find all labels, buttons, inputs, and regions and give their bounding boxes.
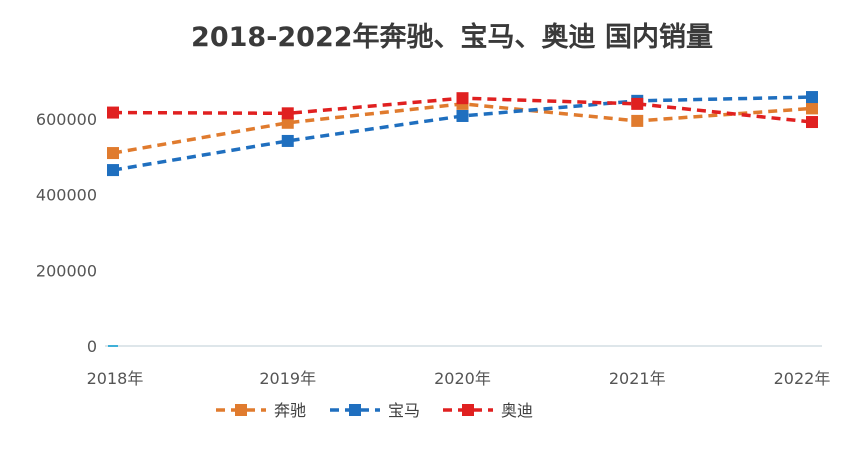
y-tick-label: 200000 [36, 261, 97, 280]
data-point [806, 91, 818, 104]
chart-title: 2018-2022年奔驰、宝马、奥迪 国内销量 [191, 21, 713, 53]
series-2 [107, 91, 818, 177]
y-tick-label: 400000 [36, 186, 97, 205]
x-tick-label: 2021年 [609, 369, 666, 388]
series-3 [107, 92, 818, 129]
x-tick-label: 2018年 [87, 369, 144, 388]
data-point [456, 92, 469, 105]
data-point [107, 106, 119, 119]
legend-item[interactable]: 宝马 [330, 401, 420, 420]
legend-label: 宝马 [388, 401, 420, 420]
legend-marker [462, 404, 474, 416]
x-tick-label: 2020年 [434, 369, 491, 388]
data-point [107, 147, 119, 160]
data-point [806, 116, 818, 129]
legend-item[interactable]: 奥迪 [443, 401, 533, 420]
legend-label: 奥迪 [501, 401, 533, 420]
data-point [281, 116, 294, 129]
data-point [806, 102, 818, 115]
y-tick-label: 600000 [36, 110, 97, 129]
y-tick-label: 0 [87, 337, 97, 356]
series-1 [107, 97, 818, 160]
legend-label: 奔驰 [274, 401, 306, 420]
data-point [107, 164, 119, 177]
legend-marker [349, 404, 361, 416]
data-point [456, 109, 469, 122]
data-point [631, 114, 644, 127]
data-point [281, 107, 294, 120]
axes: 0 200000 400000 600000 2018年 2019年 2020年 2021年 2… [36, 110, 830, 388]
data-point [281, 134, 294, 147]
legend: 奔驰 宝马 奥迪 [216, 401, 533, 420]
legend-item[interactable]: 奔驰 [216, 401, 306, 420]
plot-area [107, 91, 818, 177]
x-tick-label: 2022年 [774, 369, 831, 388]
x-tick-label: 2019年 [259, 369, 316, 388]
legend-marker [235, 404, 247, 416]
data-point [631, 97, 644, 110]
